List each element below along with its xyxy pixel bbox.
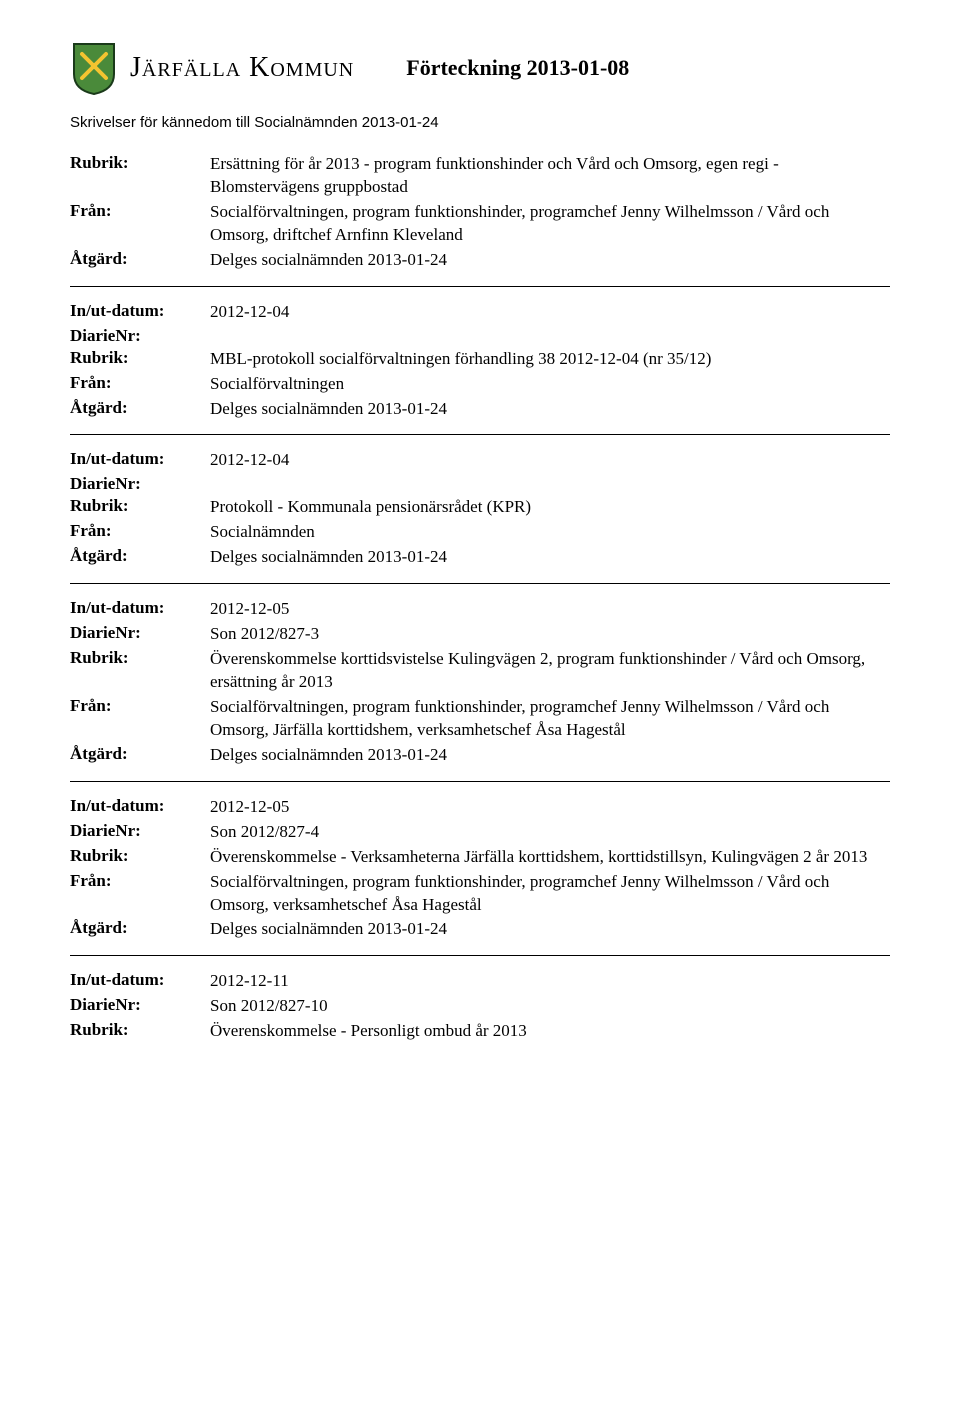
label-fran: Från: xyxy=(70,373,210,393)
value-diarie: Son 2012/827-4 xyxy=(210,821,890,844)
entry-row: Från: Socialförvaltningen, program funkt… xyxy=(70,201,890,247)
label-rubrik: Rubrik: xyxy=(70,153,210,173)
label-atgard: Åtgärd: xyxy=(70,918,210,938)
separator xyxy=(70,781,890,782)
label-rubrik: Rubrik: xyxy=(70,846,210,866)
value-atgard: Delges socialnämnden 2013-01-24 xyxy=(210,398,890,421)
label-inut: In/ut-datum: xyxy=(70,449,210,469)
separator xyxy=(70,955,890,956)
label-inut: In/ut-datum: xyxy=(70,970,210,990)
value-atgard: Delges socialnämnden 2013-01-24 xyxy=(210,918,890,941)
label-fran: Från: xyxy=(70,696,210,716)
entry-row: DiarieNr: Son 2012/827-10 xyxy=(70,995,890,1018)
label-atgard: Åtgärd: xyxy=(70,546,210,566)
label-atgard: Åtgärd: xyxy=(70,744,210,764)
entry-row: In/ut-datum: 2012-12-04 xyxy=(70,301,890,324)
entry-row: In/ut-datum: 2012-12-05 xyxy=(70,796,890,819)
doc-title: Förteckning 2013-01-08 xyxy=(406,55,629,81)
value-fran: Socialförvaltningen, program funktionshi… xyxy=(210,696,890,742)
org-name: Järfälla Kommun xyxy=(130,52,354,84)
entry-row: Från: Socialförvaltningen, program funkt… xyxy=(70,696,890,742)
value-rubrik: MBL-protokoll socialförvaltningen förhan… xyxy=(210,348,890,371)
entry-row: Åtgärd: Delges socialnämnden 2013-01-24 xyxy=(70,918,890,941)
label-fran: Från: xyxy=(70,521,210,541)
label-rubrik: Rubrik: xyxy=(70,348,210,368)
entry-row: Rubrik: MBL-protokoll socialförvaltninge… xyxy=(70,348,890,371)
entry-row: DiarieNr: Son 2012/827-3 xyxy=(70,623,890,646)
entry-row: Rubrik: Överenskommelse korttidsvistelse… xyxy=(70,648,890,694)
value-inut: 2012-12-04 xyxy=(210,301,890,324)
entry-row: In/ut-datum: 2012-12-04 xyxy=(70,449,890,472)
label-rubrik: Rubrik: xyxy=(70,496,210,516)
separator xyxy=(70,286,890,287)
value-rubrik: Överenskommelse - Personligt ombud år 20… xyxy=(210,1020,890,1043)
value-inut: 2012-12-05 xyxy=(210,598,890,621)
org-name-first: J xyxy=(130,52,142,83)
value-inut: 2012-12-05 xyxy=(210,796,890,819)
label-diarie: DiarieNr: xyxy=(70,821,210,841)
label-rubrik: Rubrik: xyxy=(70,1020,210,1040)
entry-row: Från: Socialförvaltningen xyxy=(70,373,890,396)
value-atgard: Delges socialnämnden 2013-01-24 xyxy=(210,744,890,767)
label-inut: In/ut-datum: xyxy=(70,598,210,618)
label-diarie: DiarieNr: xyxy=(70,326,210,346)
value-rubrik: Ersättning för år 2013 - program funktio… xyxy=(210,153,890,199)
label-diarie: DiarieNr: xyxy=(70,623,210,643)
separator xyxy=(70,434,890,435)
entry-row: Rubrik: Överenskommelse - Verksamheterna… xyxy=(70,846,890,869)
entry-row: Åtgärd: Delges socialnämnden 2013-01-24 xyxy=(70,249,890,272)
entry-row: In/ut-datum: 2012-12-11 xyxy=(70,970,890,993)
separator xyxy=(70,583,890,584)
label-inut: In/ut-datum: xyxy=(70,796,210,816)
entry-row: DiarieNr: Son 2012/827-4 xyxy=(70,821,890,844)
value-fran: Socialförvaltningen, program funktionshi… xyxy=(210,201,890,247)
entry-row: In/ut-datum: 2012-12-05 xyxy=(70,598,890,621)
entry: Rubrik: Ersättning för år 2013 - program… xyxy=(70,153,890,272)
header-row: Järfälla Kommun Förteckning 2013-01-08 xyxy=(70,40,890,96)
entry-row: Åtgärd: Delges socialnämnden 2013-01-24 xyxy=(70,546,890,569)
entry: In/ut-datum: 2012-12-05 DiarieNr: Son 20… xyxy=(70,796,890,942)
entry: In/ut-datum: 2012-12-05 DiarieNr: Son 20… xyxy=(70,598,890,767)
value-diarie: Son 2012/827-10 xyxy=(210,995,890,1018)
entry-row: Åtgärd: Delges socialnämnden 2013-01-24 xyxy=(70,398,890,421)
entry: In/ut-datum: 2012-12-04 DiarieNr: Rubrik… xyxy=(70,301,890,421)
value-atgard: Delges socialnämnden 2013-01-24 xyxy=(210,249,890,272)
value-fran: Socialförvaltningen xyxy=(210,373,890,396)
label-diarie: DiarieNr: xyxy=(70,474,210,494)
value-atgard: Delges socialnämnden 2013-01-24 xyxy=(210,546,890,569)
entry-row: Från: Socialförvaltningen, program funkt… xyxy=(70,871,890,917)
entry-row: Rubrik: Ersättning för år 2013 - program… xyxy=(70,153,890,199)
entry-row: Rubrik: Protokoll - Kommunala pensionärs… xyxy=(70,496,890,519)
entry-row: DiarieNr: xyxy=(70,326,890,346)
value-rubrik: Överenskommelse - Verksamheterna Järfäll… xyxy=(210,846,890,869)
org-name-rest: ärfälla Kommun xyxy=(142,52,354,83)
value-inut: 2012-12-04 xyxy=(210,449,890,472)
municipality-logo-icon xyxy=(70,40,118,96)
value-fran: Socialnämnden xyxy=(210,521,890,544)
label-rubrik: Rubrik: xyxy=(70,648,210,668)
subheader: Skrivelser för kännedom till Socialnämnd… xyxy=(70,114,890,131)
label-fran: Från: xyxy=(70,201,210,221)
value-inut: 2012-12-11 xyxy=(210,970,890,993)
label-atgard: Åtgärd: xyxy=(70,249,210,269)
label-fran: Från: xyxy=(70,871,210,891)
label-diarie: DiarieNr: xyxy=(70,995,210,1015)
entry-row: Från: Socialnämnden xyxy=(70,521,890,544)
entry: In/ut-datum: 2012-12-04 DiarieNr: Rubrik… xyxy=(70,449,890,569)
value-rubrik: Protokoll - Kommunala pensionärsrådet (K… xyxy=(210,496,890,519)
entry-row: Åtgärd: Delges socialnämnden 2013-01-24 xyxy=(70,744,890,767)
entry-row: Rubrik: Överenskommelse - Personligt omb… xyxy=(70,1020,890,1043)
entry: In/ut-datum: 2012-12-11 DiarieNr: Son 20… xyxy=(70,970,890,1043)
page: Järfälla Kommun Förteckning 2013-01-08 S… xyxy=(0,0,960,1093)
label-inut: In/ut-datum: xyxy=(70,301,210,321)
entry-row: DiarieNr: xyxy=(70,474,890,494)
label-atgard: Åtgärd: xyxy=(70,398,210,418)
value-diarie: Son 2012/827-3 xyxy=(210,623,890,646)
value-rubrik: Överenskommelse korttidsvistelse Kulingv… xyxy=(210,648,890,694)
value-fran: Socialförvaltningen, program funktionshi… xyxy=(210,871,890,917)
